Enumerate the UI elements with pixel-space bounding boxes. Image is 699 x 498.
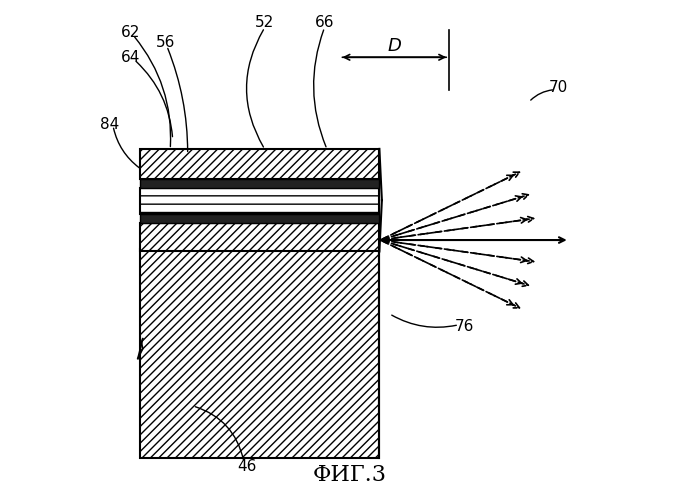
Text: 52: 52 xyxy=(255,15,275,30)
Text: 46: 46 xyxy=(238,459,257,474)
Text: 62: 62 xyxy=(121,25,140,40)
FancyBboxPatch shape xyxy=(140,214,380,223)
FancyBboxPatch shape xyxy=(140,249,380,458)
Text: 84: 84 xyxy=(100,117,119,132)
Text: D: D xyxy=(387,37,401,55)
Text: 64: 64 xyxy=(121,50,140,65)
Text: 56: 56 xyxy=(156,35,175,50)
FancyBboxPatch shape xyxy=(140,179,380,188)
Text: 76: 76 xyxy=(454,319,474,334)
FancyBboxPatch shape xyxy=(140,188,380,214)
FancyBboxPatch shape xyxy=(140,149,380,179)
Text: 66: 66 xyxy=(315,15,334,30)
FancyBboxPatch shape xyxy=(140,223,380,251)
Text: ФИГ.3: ФИГ.3 xyxy=(312,464,387,486)
Text: 70: 70 xyxy=(549,80,568,95)
